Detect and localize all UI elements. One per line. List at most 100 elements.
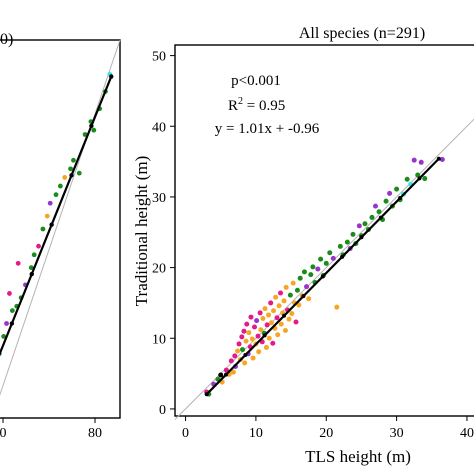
right-data-point xyxy=(273,294,279,300)
right-data-point xyxy=(236,341,242,347)
left-data-point xyxy=(40,226,46,232)
left-data-point xyxy=(15,260,21,266)
right-data-point xyxy=(387,190,393,196)
right-y-tick-label: 0 xyxy=(159,403,166,418)
right-data-point xyxy=(255,333,261,339)
right-data-point xyxy=(415,172,421,178)
right-data-point xyxy=(239,334,245,340)
right-data-point xyxy=(301,269,307,275)
right-y-tick-label: 20 xyxy=(152,262,166,277)
right-fit-marker xyxy=(359,235,364,240)
right-panel: 0 10 20 30 40 0 10 20 30 40 50 TLS height (m) Tradit… xyxy=(132,25,474,466)
right-data-point xyxy=(376,209,382,215)
right-data-point xyxy=(268,320,274,326)
annotation-p-value: p<0.001 xyxy=(231,73,281,89)
right-data-point xyxy=(266,312,272,318)
right-data-point xyxy=(394,186,400,192)
left-data-point xyxy=(28,265,34,271)
right-data-point xyxy=(278,321,284,327)
left-data-point xyxy=(53,192,59,198)
right-x-tick-label: 20 xyxy=(319,426,333,441)
right-fit-marker xyxy=(204,392,209,397)
right-data-point xyxy=(294,287,300,293)
right-data-point xyxy=(293,319,299,325)
right-data-point xyxy=(318,256,324,262)
right-data-point xyxy=(282,327,288,333)
left-fit-marker xyxy=(9,321,15,326)
right-data-point xyxy=(241,328,247,334)
right-data-point xyxy=(263,344,269,350)
left-fit-marker xyxy=(69,173,74,178)
left-data-point xyxy=(9,308,15,314)
right-data-point xyxy=(264,322,270,328)
left-data-point xyxy=(68,166,73,172)
annotation-r-squared: R2 = 0.95 xyxy=(228,96,285,114)
right-fit-marker xyxy=(320,274,325,279)
left-data-point xyxy=(57,183,63,189)
right-data-point xyxy=(334,304,340,310)
right-data-point xyxy=(278,290,284,296)
r-squared-superscript: 2 xyxy=(238,96,243,107)
right-fit-marker xyxy=(301,294,306,299)
right-data-point xyxy=(373,203,379,209)
right-data-point xyxy=(439,156,445,162)
right-data-point xyxy=(258,327,264,333)
right-fit-marker xyxy=(436,156,441,161)
left-data-point xyxy=(71,157,76,163)
right-y-tick-label: 50 xyxy=(152,50,166,65)
right-data-point xyxy=(344,239,350,245)
right-data-point xyxy=(383,198,389,204)
right-data-point xyxy=(240,347,246,353)
right-data-point xyxy=(315,266,321,272)
right-data-point xyxy=(228,358,234,364)
right-x-tick-label: 40 xyxy=(460,426,474,441)
right-fit-marker xyxy=(398,196,403,201)
right-y-tick-label: 30 xyxy=(152,191,166,206)
right-data-point xyxy=(242,360,248,366)
right-data-point xyxy=(235,348,241,354)
right-data-point xyxy=(270,308,276,314)
right-data-point xyxy=(248,314,254,320)
r-squared-value: = 0.95 xyxy=(243,98,285,114)
right-data-point xyxy=(296,302,302,308)
right-data-point xyxy=(274,315,280,321)
right-data-point xyxy=(256,349,262,355)
left-data-point xyxy=(91,127,97,133)
left-data-point xyxy=(7,291,12,296)
y-axis-title: Traditional height (m) xyxy=(132,156,151,306)
right-data-point xyxy=(356,223,362,229)
right-data-point xyxy=(249,336,255,342)
left-data-point xyxy=(62,175,68,180)
right-data-point xyxy=(418,159,424,165)
right-data-point xyxy=(404,176,410,182)
right-data-point xyxy=(422,176,428,182)
right-data-point xyxy=(350,231,356,237)
right-data-point xyxy=(266,335,272,341)
right-data-point xyxy=(283,284,289,290)
right-data-point xyxy=(337,243,343,249)
right-fit-marker xyxy=(224,372,229,377)
left-data-point xyxy=(44,213,50,219)
left-fit-marker xyxy=(49,222,54,227)
left-data-point xyxy=(36,243,41,249)
right-data-point xyxy=(223,367,229,373)
right-x-tick-label: 30 xyxy=(390,426,404,441)
right-data-point xyxy=(276,303,282,309)
left-panel-title: 0) xyxy=(0,31,13,48)
right-data-point xyxy=(254,318,260,324)
right-data-point xyxy=(218,372,224,378)
right-data-point xyxy=(270,340,276,346)
right-data-point xyxy=(262,306,268,312)
right-fit-marker xyxy=(378,215,383,220)
right-data-point xyxy=(260,315,266,321)
right-data-point xyxy=(327,250,333,256)
right-data-point xyxy=(297,275,303,281)
right-data-point xyxy=(246,330,252,336)
right-fit-marker xyxy=(282,313,287,318)
right-data-point xyxy=(286,316,292,322)
right-data-point xyxy=(232,353,238,359)
right-data-point xyxy=(362,221,368,227)
right-data-point xyxy=(369,214,375,220)
left-plot-frame xyxy=(0,39,121,419)
left-x-tick-label: 0 xyxy=(0,426,7,441)
